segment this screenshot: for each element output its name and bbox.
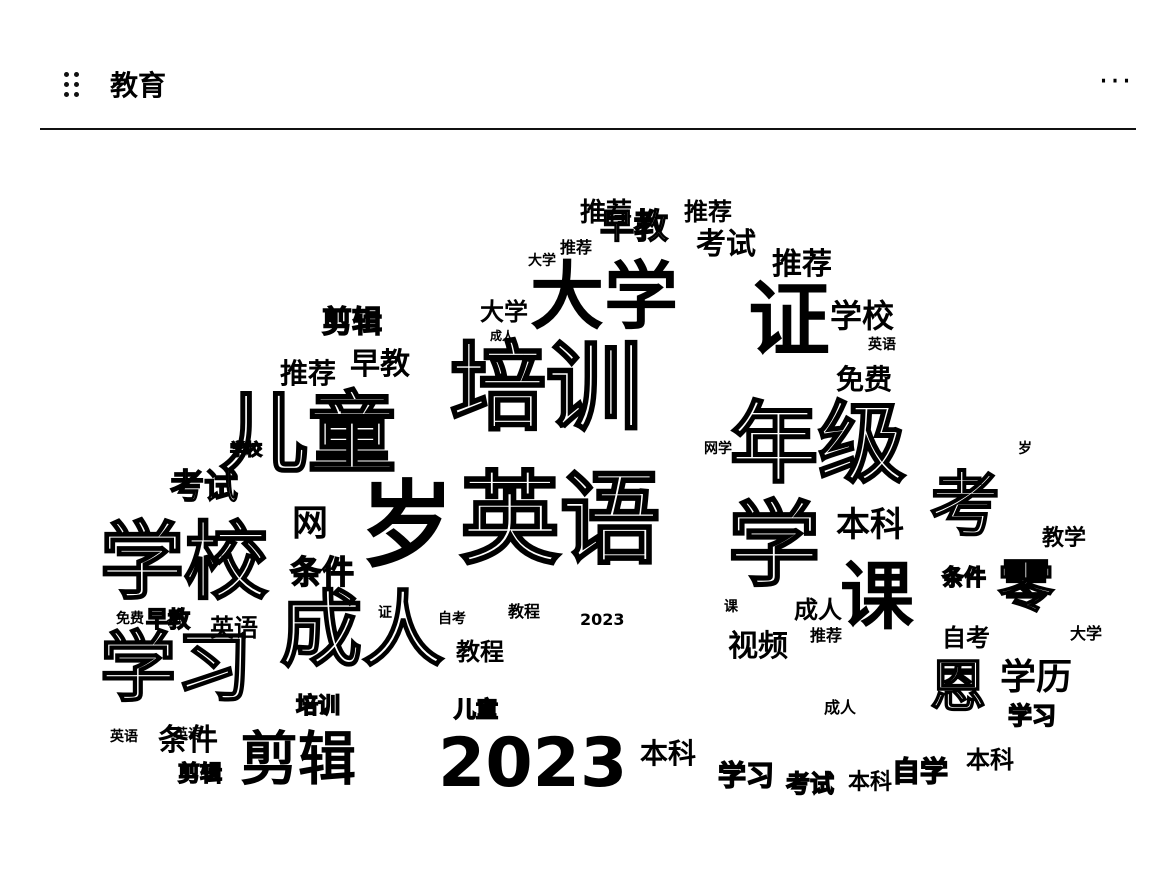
cloud-word: 考试: [696, 227, 756, 262]
cloud-word: 证: [748, 273, 831, 368]
cloud-word: 早教: [145, 608, 191, 633]
cloud-word: 推荐: [580, 198, 633, 228]
word-cloud: 儿童 培训 年级 大学证岁英语学学校 成人 学习 2023 剪辑课考零恩学历 推荐 早教 推荐 早教推…: [60, 180, 1120, 820]
cloud-word: 培训: [295, 694, 341, 719]
cloud-word: 条件: [941, 566, 987, 591]
cloud-word: 推荐: [684, 198, 732, 226]
app-header: 教育 ···: [40, 0, 1136, 130]
cloud-word: 免费: [836, 363, 893, 396]
cloud-word: 大学: [480, 298, 528, 326]
cloud-word: 儿童: [453, 698, 499, 723]
cloud-word: 英语: [210, 614, 258, 642]
drag-handle-icon[interactable]: [64, 72, 86, 100]
page-title: 教育: [110, 69, 167, 102]
cloud-word: 网学: [704, 441, 732, 457]
cloud-word: 网: [292, 503, 329, 544]
cloud-word: 自考: [438, 611, 466, 627]
cloud-word: 儿童: [219, 382, 397, 485]
cloud-word: 大学: [530, 254, 678, 340]
cloud-word: 证: [378, 605, 392, 621]
cloud-word: 考试: [169, 467, 238, 507]
cloud-word: 考试: [785, 770, 834, 798]
cloud-word: 早教: [599, 207, 668, 247]
cloud-word: 本科: [640, 737, 697, 770]
cloud-word: 早教: [350, 347, 410, 382]
cloud-word: 剪辑: [321, 305, 382, 340]
cloud-word: 视频: [728, 629, 788, 664]
cloud-word: 英语: [110, 729, 138, 745]
cloud-word: 2023: [580, 610, 625, 629]
cloud-word: 教程: [508, 602, 541, 621]
cloud-word: 学习: [99, 623, 253, 712]
cloud-word: 自学: [891, 755, 949, 788]
more-options-icon[interactable]: ···: [1098, 64, 1134, 99]
cloud-word: 剪辑: [177, 762, 223, 787]
cloud-word: 推荐: [280, 357, 337, 390]
cloud-word: 学习: [1007, 702, 1056, 730]
cloud-word: 大学: [1070, 624, 1103, 643]
cloud-word: 本科: [966, 746, 1014, 774]
cloud-word: 成人: [490, 329, 515, 343]
cloud-word: 英语: [868, 337, 896, 353]
cloud-word: 剪辑: [240, 725, 357, 793]
cloud-word: 条件: [158, 723, 218, 758]
cloud-word: 年级: [729, 392, 907, 495]
cloud-word: 学: [727, 492, 821, 599]
cloud-word: 培训: [449, 332, 643, 444]
cloud-word: 本科: [836, 505, 904, 545]
cloud-word: 学校: [99, 513, 269, 611]
cloud-word: 推荐: [560, 238, 593, 257]
cloud-word: 教程: [456, 638, 504, 666]
cloud-word: 自考: [942, 624, 990, 652]
cloud-word: 课: [840, 554, 914, 640]
cloud-word: 本科: [848, 770, 893, 795]
cloud-word: 学历: [1000, 657, 1073, 698]
cloud-word: 岁: [1018, 441, 1032, 457]
cloud-word: 学校: [229, 440, 263, 459]
cloud-word: 成人: [279, 583, 445, 678]
cloud-word: 推荐: [810, 626, 843, 645]
cloud-word: 英语: [459, 461, 662, 578]
cloud-word: 考: [929, 464, 1001, 546]
cloud-word: 大学: [528, 253, 556, 269]
cloud-word: 条件: [289, 553, 355, 591]
cloud-word: 成人: [794, 596, 842, 624]
cloud-word: 推荐: [772, 247, 832, 282]
cloud-word: 零: [997, 555, 1055, 620]
cloud-word: 2023: [438, 724, 628, 803]
cloud-word: 学习: [717, 759, 775, 792]
cloud-word: 课: [724, 599, 738, 615]
cloud-word: 岁: [360, 472, 455, 581]
cloud-word: 英语: [174, 727, 202, 743]
cloud-word: 教学: [1042, 526, 1087, 551]
cloud-word: 恩: [929, 655, 987, 720]
cloud-word: 学校: [830, 297, 895, 335]
cloud-word: 成人: [824, 698, 857, 717]
cloud-word: 免费: [116, 611, 144, 627]
